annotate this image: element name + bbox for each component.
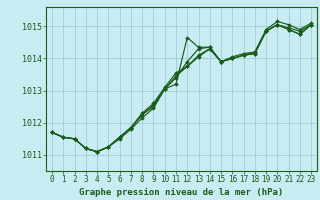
X-axis label: Graphe pression niveau de la mer (hPa): Graphe pression niveau de la mer (hPa) — [79, 188, 284, 197]
